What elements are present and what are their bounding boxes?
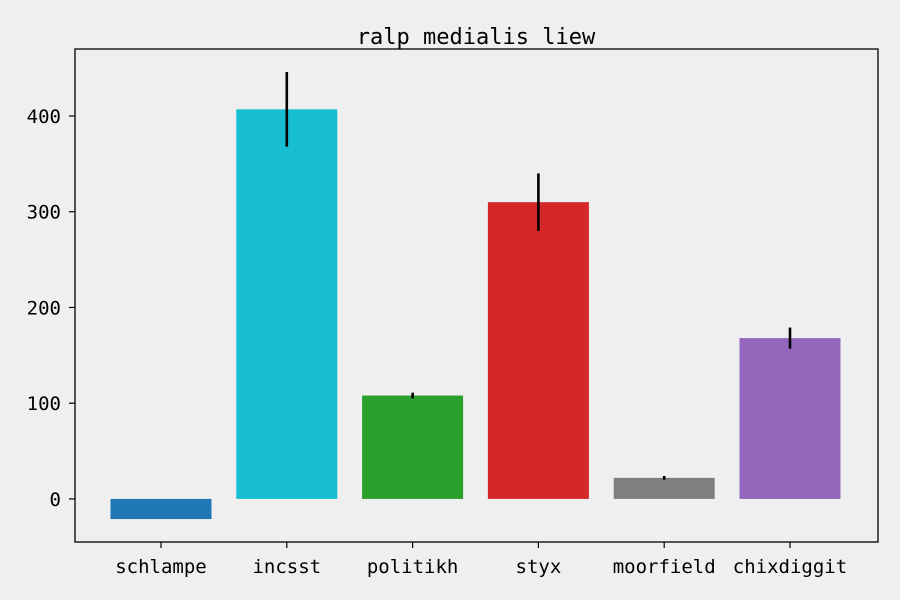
- x-tick-label: moorfield: [613, 556, 716, 578]
- bar-moorfield: [613, 477, 715, 499]
- y-tick-label: 300: [27, 202, 61, 224]
- x-tick-label: chixdiggit: [733, 556, 847, 578]
- x-tick-label: schlampe: [115, 556, 207, 578]
- y-tick-label: 200: [27, 297, 61, 319]
- x-tick-label: politikh: [367, 556, 459, 578]
- bar-incsst: [236, 109, 338, 499]
- x-tick-label: styx: [516, 556, 562, 578]
- x-axis: schlampe incsst politikh styx moorfield chixd…: [115, 542, 847, 578]
- y-tick-label: 400: [27, 106, 61, 128]
- bar-schlampe: [110, 498, 212, 520]
- bar-styx: [487, 202, 589, 499]
- plot-frame: [74, 48, 879, 543]
- bars-group: [110, 109, 841, 520]
- chart-title: ralp medialis liew: [357, 25, 596, 50]
- y-tick-label: 100: [27, 393, 61, 415]
- bar-politikh: [362, 395, 464, 499]
- y-tick-label: 0: [50, 489, 61, 511]
- y-axis: 0 100 200 300 400: [27, 106, 75, 511]
- bar-chixdiggit: [739, 338, 841, 499]
- x-tick-label: incsst: [252, 556, 321, 578]
- error-bars-group: [285, 71, 792, 480]
